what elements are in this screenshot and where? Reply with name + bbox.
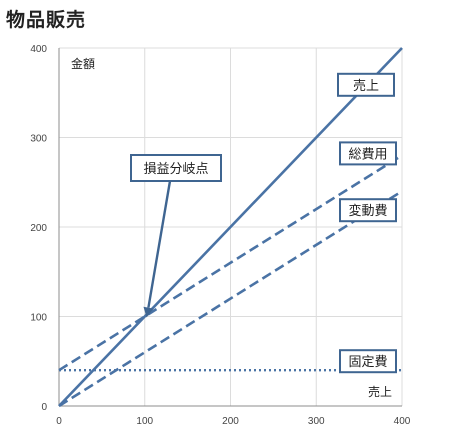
axes	[58, 48, 402, 407]
series-label-2-box	[339, 198, 397, 223]
x-tick-label: 200	[222, 416, 239, 427]
series-line-1	[58, 154, 403, 372]
annotation-arrowhead	[143, 306, 154, 318]
series-line-0	[58, 47, 403, 407]
annotation-label: 損益分岐点	[143, 162, 208, 177]
y-tick-label: 400	[30, 44, 47, 55]
series-label-2: 変動費	[348, 203, 387, 219]
x-tick-label: 300	[308, 416, 325, 427]
y-tick-label: 200	[30, 223, 47, 234]
series-label-3-box	[339, 349, 397, 374]
y-tick-label: 300	[30, 134, 47, 145]
y-tick-label: 0	[41, 402, 47, 413]
annotation-arrow	[147, 180, 172, 308]
y-tick-label: 100	[30, 313, 47, 324]
series-line-2	[58, 190, 403, 408]
annotation-box	[130, 154, 222, 182]
series-label-0: 売上	[353, 78, 379, 94]
series-lines	[58, 47, 403, 408]
x-tick-label: 400	[394, 416, 411, 427]
y-axis-label: 金額	[71, 56, 95, 71]
x-axis-label: 売上	[368, 384, 392, 399]
x-tick-label: 100	[136, 416, 153, 427]
x-tick-label: 0	[56, 416, 62, 427]
series-label-1-box	[339, 141, 397, 166]
series-label-3: 固定費	[348, 355, 387, 370]
page-title: 物品販売	[6, 9, 87, 31]
series-label-1: 総費用	[348, 147, 387, 162]
series-label-0-box	[337, 72, 395, 97]
annotations: 損益分岐点	[130, 154, 222, 318]
